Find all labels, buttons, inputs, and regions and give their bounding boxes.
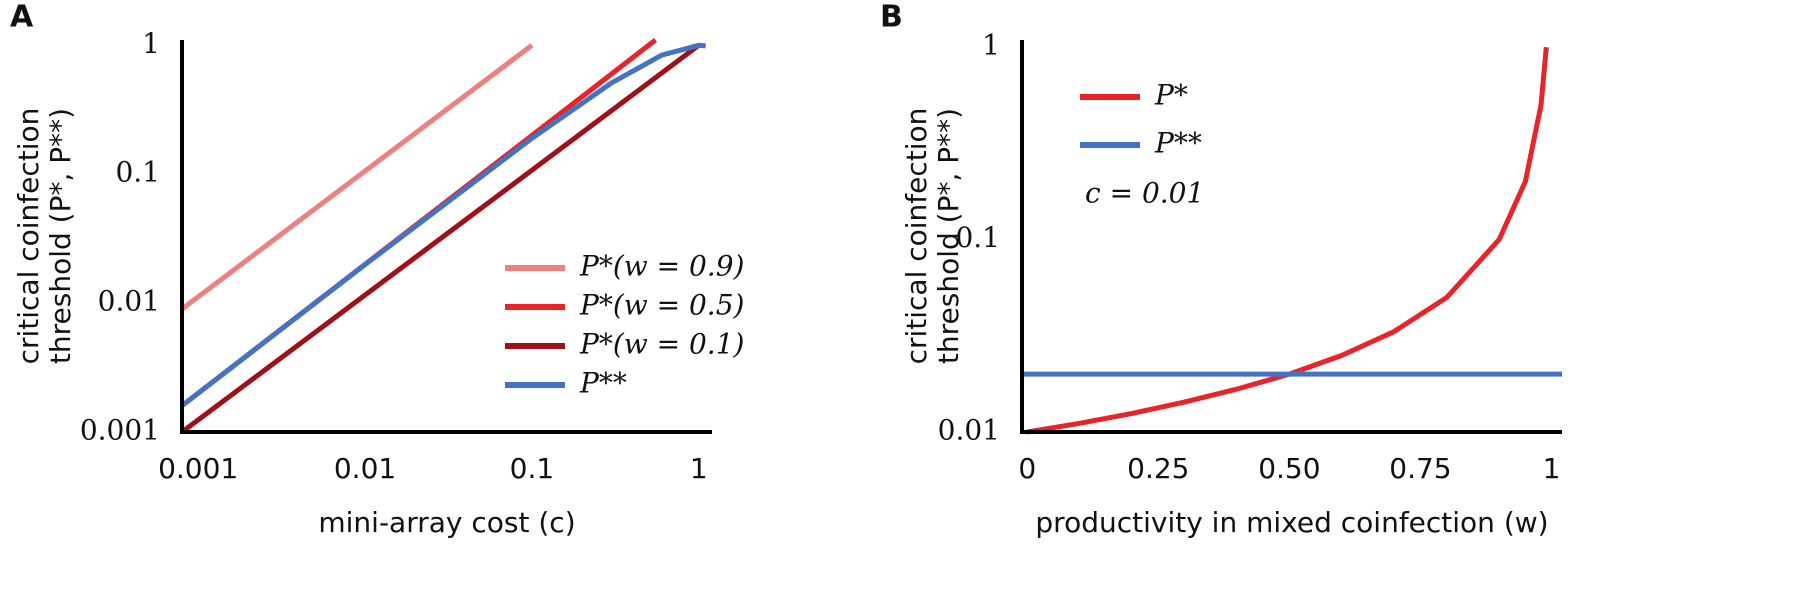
annotation: c = 0.01 (1085, 177, 1204, 210)
series-line (180, 43, 701, 435)
x-tick-label: 0.001 (158, 452, 238, 485)
x-axis-label: productivity in mixed coinfection (w) (1035, 506, 1548, 539)
y-axis-label: critical coinfection (900, 108, 933, 365)
y-tick-label: 0.1 (115, 156, 160, 189)
x-tick-label: 0.25 (1127, 452, 1189, 485)
x-tick-label: 1 (1543, 452, 1561, 485)
series-line (180, 42, 706, 408)
x-tick-label: 0.75 (1389, 452, 1451, 485)
legend-label: P*(w = 0.9) (579, 250, 744, 283)
y-tick-label: 0.01 (938, 414, 1000, 447)
panel-label: B (880, 0, 903, 35)
x-axis-label: mini-array cost (c) (318, 506, 575, 539)
x-tick-label: 0.50 (1258, 452, 1320, 485)
x-tick-label: 0.1 (510, 452, 555, 485)
y-tick-label: 0.001 (80, 414, 160, 447)
series-line (1026, 46, 1549, 435)
y-axis-label: threshold (P*, P**) (932, 108, 965, 364)
y-axis-label: threshold (P*, P**) (44, 108, 77, 364)
legend-label: P*(w = 0.1) (579, 328, 744, 361)
x-tick-label: 0 (1018, 452, 1036, 485)
legend-label: P*(w = 0.5) (579, 289, 744, 322)
x-tick-label: 0.01 (334, 452, 396, 485)
legend-label: P** (1154, 127, 1202, 160)
series-line (180, 43, 534, 311)
y-tick-label: 1 (142, 27, 160, 60)
x-tick-label: 1 (690, 452, 708, 485)
y-tick-label: 0.01 (98, 285, 160, 318)
y-axis-label: critical coinfection (12, 108, 45, 365)
y-tick-label: 0.1 (955, 221, 1000, 254)
legend-label: P** (579, 367, 627, 400)
y-tick-label: 1 (982, 29, 1000, 62)
panel-label: A (10, 0, 34, 35)
legend-label: P* (1154, 79, 1188, 112)
